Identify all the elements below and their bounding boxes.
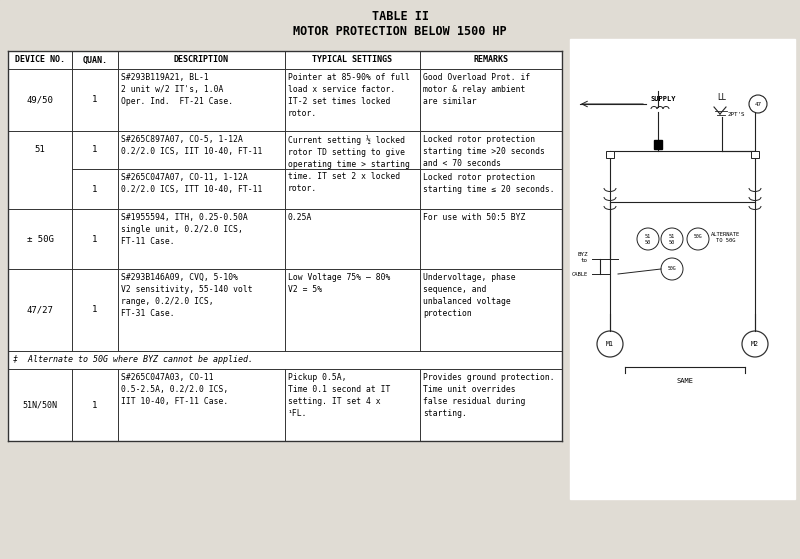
Text: 0.25A: 0.25A (288, 213, 312, 222)
Text: 50G: 50G (668, 267, 676, 272)
Text: TYPICAL SETTINGS: TYPICAL SETTINGS (313, 55, 393, 64)
Text: S#293B119A21, BL-1
2 unit w/2 IT's, 1.0A
Oper. Ind.  FT-21 Case.: S#293B119A21, BL-1 2 unit w/2 IT's, 1.0A… (121, 73, 233, 106)
Text: Undervoltage, phase
sequence, and
unbalanced voltage
protection: Undervoltage, phase sequence, and unbala… (423, 273, 516, 319)
Circle shape (637, 228, 659, 250)
Text: S#265C047A03, CO-11
0.5-2.5A, 0.2/2.0 ICS,
IIT 10-40, FT-11 Case.: S#265C047A03, CO-11 0.5-2.5A, 0.2/2.0 IC… (121, 373, 228, 406)
Text: Low Voltage 75% – 80%
V2 = 5%: Low Voltage 75% – 80% V2 = 5% (288, 273, 390, 294)
Text: 50: 50 (645, 239, 651, 244)
Text: 47: 47 (754, 102, 762, 107)
Text: S#265C897A07, CO-5, 1-12A
0.2/2.0 ICS, IIT 10-40, FT-11: S#265C897A07, CO-5, 1-12A 0.2/2.0 ICS, I… (121, 135, 262, 156)
Circle shape (749, 95, 767, 113)
Text: Pickup 0.5A,
Time 0.1 second at IT
setting. IT set 4 x
¹FL.: Pickup 0.5A, Time 0.1 second at IT setti… (288, 373, 390, 419)
Text: For use with 50:5 BYZ: For use with 50:5 BYZ (423, 213, 526, 222)
Text: BYZ: BYZ (578, 253, 588, 258)
Text: ALTERNATE: ALTERNATE (711, 231, 741, 236)
Text: 51: 51 (34, 145, 46, 154)
Circle shape (742, 331, 768, 357)
Text: MOTOR PROTECTION BELOW 1500 HP: MOTOR PROTECTION BELOW 1500 HP (293, 25, 507, 38)
Text: S#293B146A09, CVQ, 5-10%
V2 sensitivity, 55-140 volt
range, 0.2/2.0 ICS,
FT-31 C: S#293B146A09, CVQ, 5-10% V2 sensitivity,… (121, 273, 253, 319)
Text: Pointer at 85-90% of full
load x service factor.
IT-2 set times locked
rotor.: Pointer at 85-90% of full load x service… (288, 73, 410, 119)
Text: Good Overload Prot. if
motor & relay ambient
are similar: Good Overload Prot. if motor & relay amb… (423, 73, 530, 106)
Text: SUPPLY: SUPPLY (650, 96, 676, 102)
Text: 1: 1 (92, 306, 98, 315)
Text: QUAN.: QUAN. (82, 55, 107, 64)
Text: 47/27: 47/27 (26, 306, 54, 315)
Bar (606, 151, 614, 158)
Text: Locked rotor protection
starting time >20 seconds
and < 70 seconds: Locked rotor protection starting time >2… (423, 135, 545, 168)
Text: 1: 1 (92, 234, 98, 244)
Text: 51: 51 (669, 234, 675, 239)
Bar (8, 51, 562, 441)
Text: 1: 1 (92, 145, 98, 154)
Text: TABLE II: TABLE II (371, 10, 429, 23)
Text: 2PT'S: 2PT'S (727, 112, 745, 117)
Bar (570, 39, 795, 499)
Bar (654, 140, 662, 149)
Text: Locked rotor protection
starting time ≤ 20 seconds.: Locked rotor protection starting time ≤ … (423, 173, 554, 194)
Bar (751, 151, 759, 158)
Circle shape (661, 258, 683, 280)
Text: Current setting ½ locked
rotor TD setting to give
operating time > starting
time: Current setting ½ locked rotor TD settin… (288, 135, 410, 193)
Text: DEVICE NO.: DEVICE NO. (15, 55, 65, 64)
Text: 50G: 50G (694, 234, 702, 239)
Text: 1: 1 (92, 184, 98, 193)
Text: CABLE: CABLE (572, 272, 588, 277)
Text: LL: LL (718, 92, 726, 102)
Text: 51N/50N: 51N/50N (22, 400, 58, 410)
Text: ‡  Alternate to 50G where BYZ cannot be applied.: ‡ Alternate to 50G where BYZ cannot be a… (13, 356, 253, 364)
Text: TO 50G: TO 50G (716, 239, 736, 244)
Text: 50: 50 (669, 239, 675, 244)
Text: ± 50G: ± 50G (26, 234, 54, 244)
Text: SAME: SAME (677, 378, 694, 384)
Text: S#1955594, ITH, 0.25-0.50A
single unit, 0.2/2.0 ICS,
FT-11 Case.: S#1955594, ITH, 0.25-0.50A single unit, … (121, 213, 248, 247)
Text: 1: 1 (92, 96, 98, 105)
Circle shape (597, 331, 623, 357)
Circle shape (661, 228, 683, 250)
Text: DESCRIPTION: DESCRIPTION (174, 55, 229, 64)
Text: REMARKS: REMARKS (474, 55, 509, 64)
Text: Provides ground protection.
Time unit overrides
false residual during
starting.: Provides ground protection. Time unit ov… (423, 373, 554, 419)
Text: to: to (581, 258, 588, 263)
Circle shape (687, 228, 709, 250)
Text: M1: M1 (606, 341, 614, 347)
Text: S#265C047A07, CO-11, 1-12A
0.2/2.0 ICS, ITT 10-40, FT-11: S#265C047A07, CO-11, 1-12A 0.2/2.0 ICS, … (121, 173, 262, 194)
Text: 51: 51 (645, 234, 651, 239)
Text: M2: M2 (751, 341, 759, 347)
Text: 1: 1 (92, 400, 98, 410)
Text: 49/50: 49/50 (26, 96, 54, 105)
